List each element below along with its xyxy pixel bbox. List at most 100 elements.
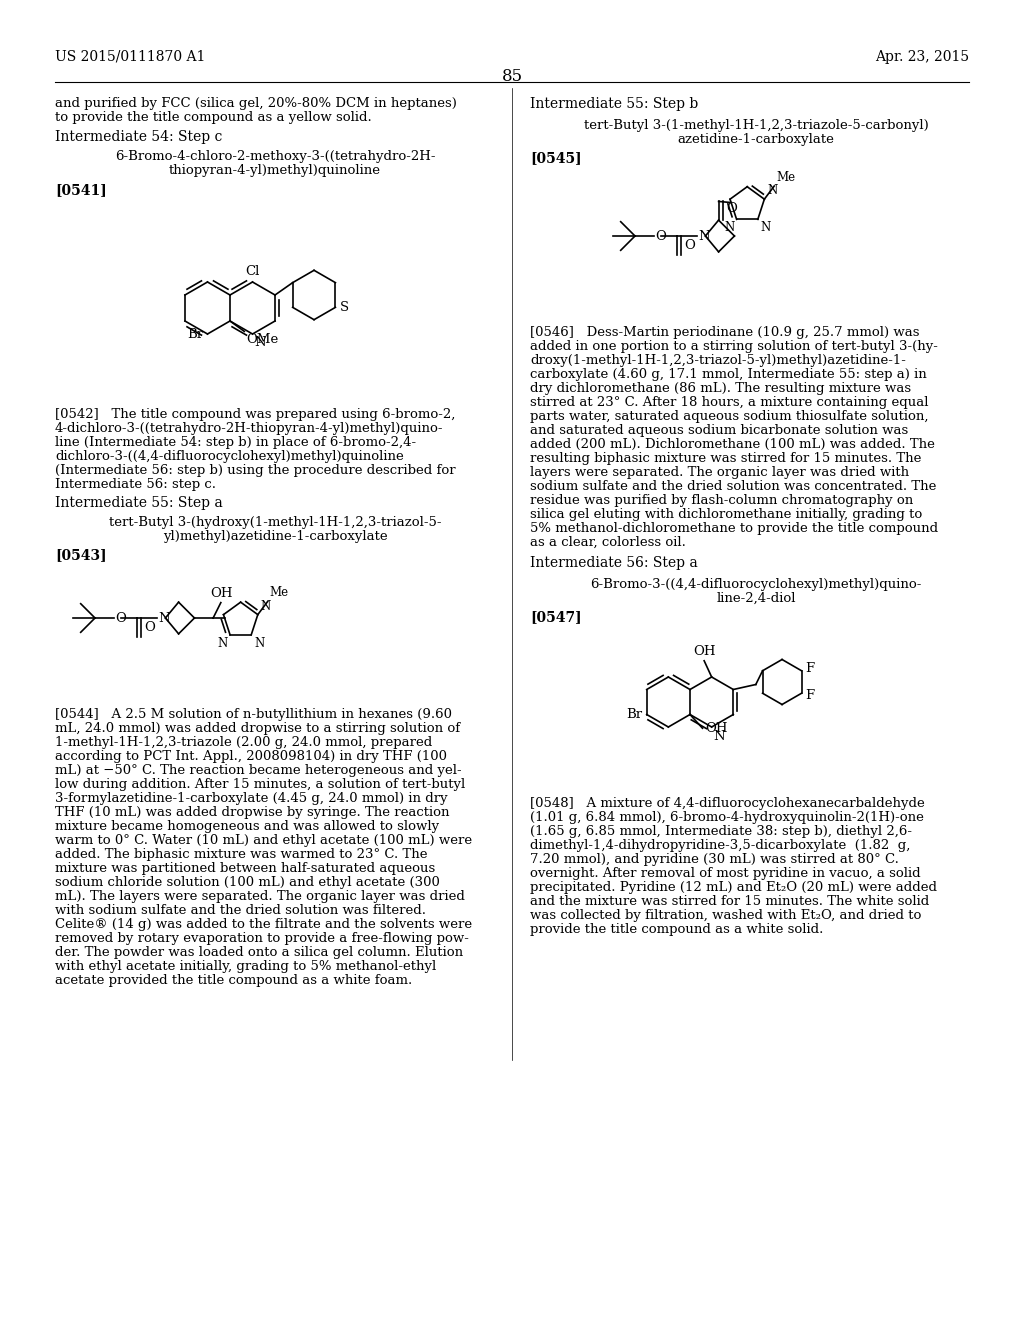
Text: [0548]   A mixture of 4,4-difluorocyclohexanecarbaldehyde: [0548] A mixture of 4,4-difluorocyclohex… xyxy=(530,797,925,810)
Text: N: N xyxy=(261,599,271,612)
Text: O: O xyxy=(727,202,737,215)
Text: 3-formylazetidine-1-carboxylate (4.45 g, 24.0 mmol) in dry: 3-formylazetidine-1-carboxylate (4.45 g,… xyxy=(55,792,447,805)
Text: stirred at 23° C. After 18 hours, a mixture containing equal: stirred at 23° C. After 18 hours, a mixt… xyxy=(530,396,929,409)
Text: added in one portion to a stirring solution of tert-butyl 3-(hy-: added in one portion to a stirring solut… xyxy=(530,341,938,352)
Text: Intermediate 56: Step a: Intermediate 56: Step a xyxy=(530,556,697,570)
Text: with ethyl acetate initially, grading to 5% methanol-ethyl: with ethyl acetate initially, grading to… xyxy=(55,960,436,973)
Text: O: O xyxy=(116,611,127,624)
Text: and the mixture was stirred for 15 minutes. The white solid: and the mixture was stirred for 15 minut… xyxy=(530,895,929,908)
Text: line (Intermediate 54: step b) in place of 6-bromo-2,4-: line (Intermediate 54: step b) in place … xyxy=(55,436,416,449)
Text: [0547]: [0547] xyxy=(530,610,582,624)
Text: 1-methyl-1H-1,2,3-triazole (2.00 g, 24.0 mmol, prepared: 1-methyl-1H-1,2,3-triazole (2.00 g, 24.0… xyxy=(55,737,432,748)
Text: N: N xyxy=(724,222,734,235)
Text: silica gel eluting with dichloromethane initially, grading to: silica gel eluting with dichloromethane … xyxy=(530,508,923,521)
Text: (Intermediate 56: step b) using the procedure described for: (Intermediate 56: step b) using the proc… xyxy=(55,465,456,477)
Text: [0544]   A 2.5 M solution of n-butyllithium in hexanes (9.60: [0544] A 2.5 M solution of n-butyllithiu… xyxy=(55,708,452,721)
Text: OH: OH xyxy=(211,586,233,599)
Text: OH: OH xyxy=(706,722,728,735)
Text: N: N xyxy=(698,230,711,243)
Text: US 2015/0111870 A1: US 2015/0111870 A1 xyxy=(55,50,206,63)
Text: Me: Me xyxy=(269,586,289,599)
Text: THF (10 mL) was added dropwise by syringe. The reaction: THF (10 mL) was added dropwise by syring… xyxy=(55,807,450,818)
Text: [0543]: [0543] xyxy=(55,548,106,562)
Text: [0546]   Dess-Martin periodinane (10.9 g, 25.7 mmol) was: [0546] Dess-Martin periodinane (10.9 g, … xyxy=(530,326,920,339)
Text: to provide the title compound as a yellow solid.: to provide the title compound as a yello… xyxy=(55,111,372,124)
Text: low during addition. After 15 minutes, a solution of tert-butyl: low during addition. After 15 minutes, a… xyxy=(55,777,465,791)
Text: dry dichloromethane (86 mL). The resulting mixture was: dry dichloromethane (86 mL). The resulti… xyxy=(530,381,911,395)
Text: O: O xyxy=(655,230,667,243)
Text: Intermediate 55: Step b: Intermediate 55: Step b xyxy=(530,96,698,111)
Text: azetidine-1-carboxylate: azetidine-1-carboxylate xyxy=(678,133,835,147)
Text: mixture was partitioned between half-saturated aqueous: mixture was partitioned between half-sat… xyxy=(55,862,435,875)
Text: removed by rotary evaporation to provide a free-flowing pow-: removed by rotary evaporation to provide… xyxy=(55,932,469,945)
Text: provide the title compound as a white solid.: provide the title compound as a white so… xyxy=(530,923,823,936)
Text: N: N xyxy=(218,636,228,649)
Text: Intermediate 54: Step c: Intermediate 54: Step c xyxy=(55,129,222,144)
Text: carboxylate (4.60 g, 17.1 mmol, Intermediate 55: step a) in: carboxylate (4.60 g, 17.1 mmol, Intermed… xyxy=(530,368,927,381)
Text: Br: Br xyxy=(627,708,643,721)
Text: sodium chloride solution (100 mL) and ethyl acetate (300: sodium chloride solution (100 mL) and et… xyxy=(55,876,440,888)
Text: yl)methyl)azetidine-1-carboxylate: yl)methyl)azetidine-1-carboxylate xyxy=(163,531,387,543)
Text: O: O xyxy=(684,239,694,252)
Text: thiopyran-4-yl)methyl)quinoline: thiopyran-4-yl)methyl)quinoline xyxy=(169,164,381,177)
Text: residue was purified by flash-column chromatography on: residue was purified by flash-column chr… xyxy=(530,494,913,507)
Text: O: O xyxy=(143,620,155,634)
Text: 6-Bromo-3-((4,4-difluorocyclohexyl)methyl)quino-: 6-Bromo-3-((4,4-difluorocyclohexyl)methy… xyxy=(590,578,922,591)
Text: according to PCT Int. Appl., 2008098104) in dry THF (100: according to PCT Int. Appl., 2008098104)… xyxy=(55,750,447,763)
Text: line-2,4-diol: line-2,4-diol xyxy=(716,591,796,605)
Text: Intermediate 56: step c.: Intermediate 56: step c. xyxy=(55,478,216,491)
Text: mixture became homogeneous and was allowed to slowly: mixture became homogeneous and was allow… xyxy=(55,820,439,833)
Text: S: S xyxy=(339,301,348,314)
Text: [0542]   The title compound was prepared using 6-bromo-2,: [0542] The title compound was prepared u… xyxy=(55,408,456,421)
Text: der. The powder was loaded onto a silica gel column. Elution: der. The powder was loaded onto a silica… xyxy=(55,946,463,960)
Text: dimethyl-1,4-dihydropyridine-3,5-dicarboxylate  (1.82  g,: dimethyl-1,4-dihydropyridine-3,5-dicarbo… xyxy=(530,840,910,851)
Text: parts water, saturated aqueous sodium thiosulfate solution,: parts water, saturated aqueous sodium th… xyxy=(530,411,929,422)
Text: Br: Br xyxy=(187,327,204,341)
Text: N: N xyxy=(255,337,266,348)
Text: N: N xyxy=(761,222,771,235)
Text: precipitated. Pyridine (12 mL) and Et₂O (20 mL) were added: precipitated. Pyridine (12 mL) and Et₂O … xyxy=(530,880,937,894)
Text: Intermediate 55: Step a: Intermediate 55: Step a xyxy=(55,496,223,510)
Text: (1.01 g, 6.84 mmol), 6-bromo-4-hydroxyquinolin-2(1H)-one: (1.01 g, 6.84 mmol), 6-bromo-4-hydroxyqu… xyxy=(530,810,924,824)
Text: Apr. 23, 2015: Apr. 23, 2015 xyxy=(874,50,969,63)
Text: F: F xyxy=(806,663,815,676)
Text: tert-Butyl 3-(hydroxy(1-methyl-1H-1,2,3-triazol-5-: tert-Butyl 3-(hydroxy(1-methyl-1H-1,2,3-… xyxy=(109,516,441,529)
Text: dichloro-3-((4,4-difluorocyclohexyl)methyl)quinoline: dichloro-3-((4,4-difluorocyclohexyl)meth… xyxy=(55,450,403,463)
Text: Celite® (14 g) was added to the filtrate and the solvents were: Celite® (14 g) was added to the filtrate… xyxy=(55,917,472,931)
Text: OH: OH xyxy=(693,644,716,657)
Text: added. The biphasic mixture was warmed to 23° C. The: added. The biphasic mixture was warmed t… xyxy=(55,847,427,861)
Text: 4-dichloro-3-((tetrahydro-2H-thiopyran-4-yl)methyl)quino-: 4-dichloro-3-((tetrahydro-2H-thiopyran-4… xyxy=(55,422,443,436)
Text: N: N xyxy=(159,611,170,624)
Text: and purified by FCC (silica gel, 20%-80% DCM in heptanes): and purified by FCC (silica gel, 20%-80%… xyxy=(55,96,457,110)
Text: and saturated aqueous sodium bicarbonate solution was: and saturated aqueous sodium bicarbonate… xyxy=(530,424,908,437)
Text: resulting biphasic mixture was stirred for 15 minutes. The: resulting biphasic mixture was stirred f… xyxy=(530,451,922,465)
Text: sodium sulfate and the dried solution was concentrated. The: sodium sulfate and the dried solution wa… xyxy=(530,480,936,492)
Text: [0545]: [0545] xyxy=(530,150,582,165)
Text: OMe: OMe xyxy=(247,334,279,346)
Text: mL) at −50° C. The reaction became heterogeneous and yel-: mL) at −50° C. The reaction became heter… xyxy=(55,764,462,777)
Text: overnight. After removal of most pyridine in vacuo, a solid: overnight. After removal of most pyridin… xyxy=(530,867,921,880)
Text: N: N xyxy=(714,730,725,743)
Text: 5% methanol-dichloromethane to provide the title compound: 5% methanol-dichloromethane to provide t… xyxy=(530,521,938,535)
Text: droxy(1-methyl-1H-1,2,3-triazol-5-yl)methyl)azetidine-1-: droxy(1-methyl-1H-1,2,3-triazol-5-yl)met… xyxy=(530,354,906,367)
Text: Cl: Cl xyxy=(246,265,260,279)
Text: layers were separated. The organic layer was dried with: layers were separated. The organic layer… xyxy=(530,466,909,479)
Text: as a clear, colorless oil.: as a clear, colorless oil. xyxy=(530,536,686,549)
Text: acetate provided the title compound as a white foam.: acetate provided the title compound as a… xyxy=(55,974,413,987)
Text: with sodium sulfate and the dried solution was filtered.: with sodium sulfate and the dried soluti… xyxy=(55,904,426,917)
Text: 6-Bromo-4-chloro-2-methoxy-3-((tetrahydro-2H-: 6-Bromo-4-chloro-2-methoxy-3-((tetrahydr… xyxy=(115,150,435,162)
Text: N: N xyxy=(254,636,264,649)
Text: N: N xyxy=(767,185,777,197)
Text: mL, 24.0 mmol) was added dropwise to a stirring solution of: mL, 24.0 mmol) was added dropwise to a s… xyxy=(55,722,460,735)
Text: mL). The layers were separated. The organic layer was dried: mL). The layers were separated. The orga… xyxy=(55,890,465,903)
Text: 85: 85 xyxy=(502,69,522,84)
Text: tert-Butyl 3-(1-methyl-1H-1,2,3-triazole-5-carbonyl): tert-Butyl 3-(1-methyl-1H-1,2,3-triazole… xyxy=(584,119,929,132)
Text: F: F xyxy=(806,689,815,702)
Text: warm to 0° C. Water (10 mL) and ethyl acetate (100 mL) were: warm to 0° C. Water (10 mL) and ethyl ac… xyxy=(55,834,472,847)
Text: [0541]: [0541] xyxy=(55,183,106,197)
Text: Me: Me xyxy=(776,172,796,183)
Text: was collected by filtration, washed with Et₂O, and dried to: was collected by filtration, washed with… xyxy=(530,909,922,921)
Text: 7.20 mmol), and pyridine (30 mL) was stirred at 80° C.: 7.20 mmol), and pyridine (30 mL) was sti… xyxy=(530,853,899,866)
Text: (1.65 g, 6.85 mmol, Intermediate 38: step b), diethyl 2,6-: (1.65 g, 6.85 mmol, Intermediate 38: ste… xyxy=(530,825,912,838)
Text: added (200 mL). Dichloromethane (100 mL) was added. The: added (200 mL). Dichloromethane (100 mL)… xyxy=(530,438,935,451)
